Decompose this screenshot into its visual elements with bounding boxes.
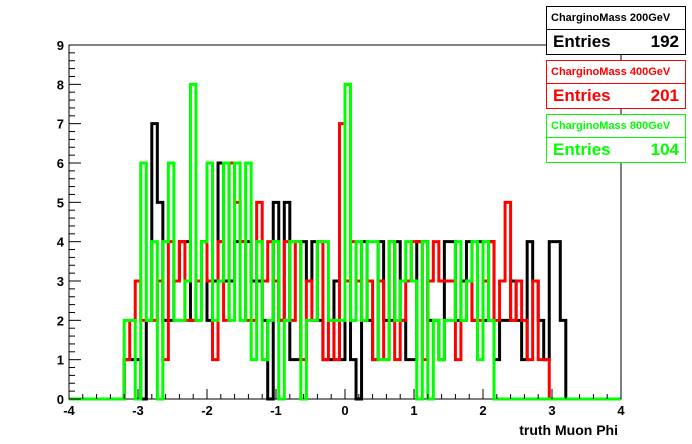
- entries-value-400gev: 201: [650, 86, 679, 105]
- y-tick-label: 3: [57, 274, 64, 289]
- histogram-series-2: [69, 82, 621, 401]
- stat-box-200gev: CharginoMass 200GeV Entries 192: [546, 6, 686, 55]
- x-tick-label: -3: [132, 403, 144, 418]
- entries-label-800gev: Entries: [553, 140, 611, 159]
- stat-row-400gev: Entries 201: [547, 84, 685, 108]
- stat-title-800gev: CharginoMass 800GeV: [547, 115, 685, 138]
- y-tick-label: 8: [57, 77, 64, 92]
- x-axis-title: truth Muon Phi: [519, 422, 618, 438]
- x-tick-label: 0: [341, 403, 348, 418]
- stat-row-800gev: Entries 104: [547, 138, 685, 162]
- stat-row-200gev: Entries 192: [547, 30, 685, 54]
- x-tick-label: 3: [548, 403, 555, 418]
- series-layer: [69, 82, 621, 401]
- x-tick-label: -1: [270, 403, 282, 418]
- x-tick-label: -4: [63, 403, 75, 418]
- x-tick-label: 2: [479, 403, 486, 418]
- entries-value-800gev: 104: [650, 140, 679, 159]
- y-tick-label: 6: [57, 156, 64, 171]
- y-tick-label: 1: [57, 353, 64, 368]
- stat-title-400gev: CharginoMass 400GeV: [547, 61, 685, 84]
- axis-layer: -4 -3 -2 -1 0 1 2 3 4 0 1 2 3 4 5 6 7 8 9: [57, 38, 626, 418]
- entries-label-200gev: Entries: [553, 32, 611, 51]
- y-tick-label: 9: [57, 38, 64, 53]
- x-tick-label: 1: [410, 403, 417, 418]
- entries-value-200gev: 192: [650, 32, 679, 51]
- x-tick-label: 4: [617, 403, 625, 418]
- y-tick-label: 2: [57, 313, 64, 328]
- stat-box-400gev: CharginoMass 400GeV Entries 201: [546, 60, 686, 109]
- entries-label-400gev: Entries: [553, 86, 611, 105]
- y-tick-label: 4: [57, 235, 65, 250]
- stat-title-200gev: CharginoMass 200GeV: [547, 7, 685, 30]
- y-tick-label: 7: [57, 117, 64, 132]
- y-tick-label: 0: [57, 392, 64, 407]
- x-tick-label: -2: [201, 403, 213, 418]
- stat-box-800gev: CharginoMass 800GeV Entries 104: [546, 114, 686, 163]
- y-tick-label: 5: [57, 195, 64, 210]
